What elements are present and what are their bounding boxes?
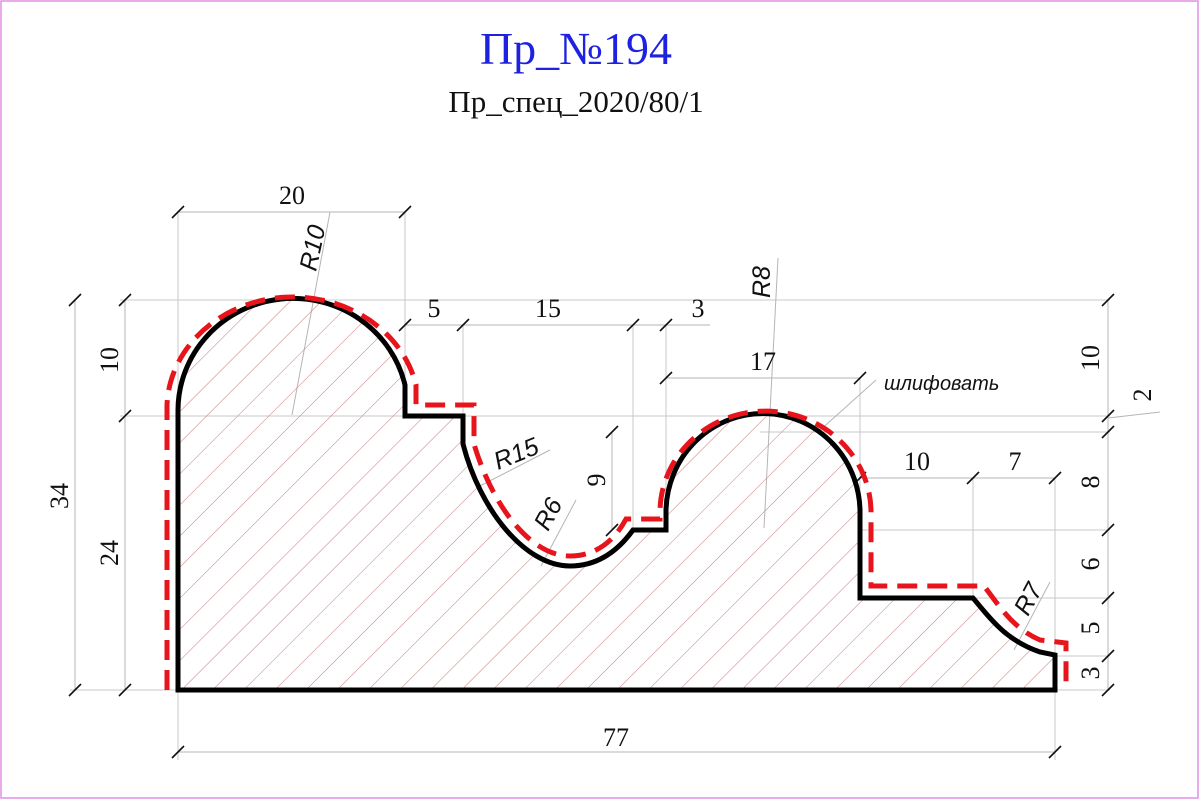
dim-top-width: 20	[279, 181, 305, 210]
dim-right-6: 6	[1076, 558, 1105, 571]
dim-right-10: 10	[1076, 345, 1105, 371]
dim-step-5: 5	[428, 294, 441, 323]
radius-r15: R15	[490, 432, 543, 475]
dim-span-15: 15	[535, 294, 561, 323]
radius-r8: R8	[748, 266, 776, 298]
dim-left-10: 10	[95, 347, 124, 373]
profile-section	[175, 295, 1058, 693]
dim-right-3: 3	[1076, 667, 1105, 680]
dim-right-5: 5	[1076, 622, 1105, 635]
drawing-title: Пр_№194	[479, 23, 673, 74]
dim-left-24: 24	[95, 540, 124, 566]
dimension-lines	[74, 211, 1161, 753]
dimension-ticks	[68, 205, 1115, 759]
dim-span-10: 10	[904, 447, 930, 476]
drawing-subtitle: Пр_спец_2020/80/1	[448, 84, 704, 119]
radius-r6: R6	[529, 493, 569, 534]
dim-total-width: 77	[603, 723, 629, 752]
dim-span-7: 7	[1009, 447, 1022, 476]
sanding-note: шлифовать	[884, 373, 999, 395]
dim-groove-9: 9	[582, 474, 611, 487]
sanding-line	[164, 294, 1069, 690]
dim-left-34: 34	[45, 483, 74, 509]
dim-right-8: 8	[1076, 476, 1105, 489]
dim-span-17: 17	[750, 347, 776, 376]
dim-step-3: 3	[692, 294, 705, 323]
radius-r7: R7	[1009, 577, 1049, 619]
radius-r10: R10	[294, 222, 331, 273]
dim-right-2: 2	[1128, 389, 1157, 402]
